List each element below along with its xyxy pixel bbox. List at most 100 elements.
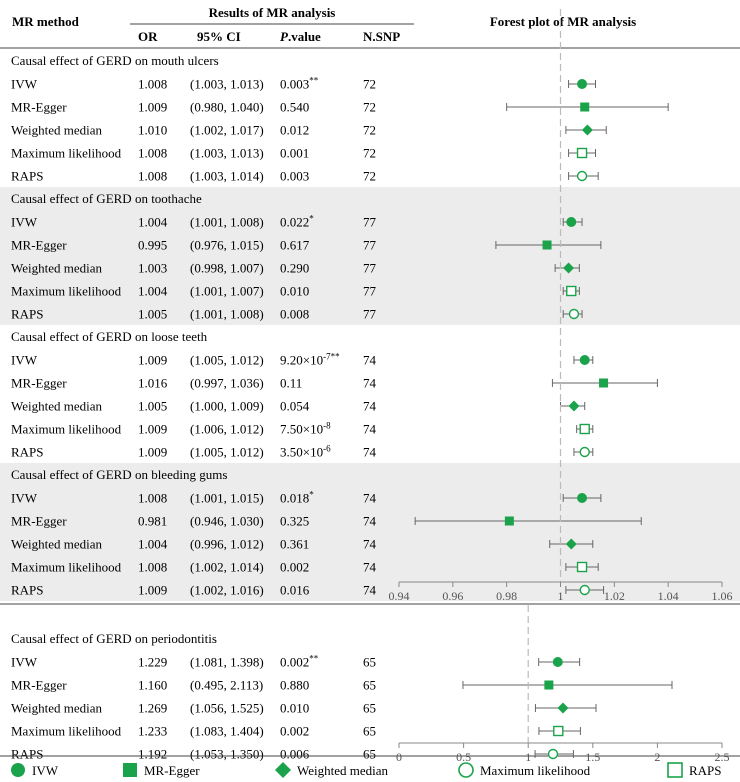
point-estimate-circle-filled [577, 79, 588, 89]
point-estimate-square-filled [599, 378, 609, 388]
cell-nsnp: 74 [363, 422, 377, 437]
group-shade-band [0, 463, 740, 601]
group-title: Causal effect of GERD on bleeding gums [11, 467, 227, 482]
cell-pvalue: 0.012 [280, 123, 309, 138]
pvalue-main: 9.20×10 [280, 353, 323, 368]
cell-nsnp: 65 [363, 724, 376, 739]
point-estimate-circle-filled [577, 493, 588, 503]
cell-or: 1.008 [138, 77, 167, 92]
cell-method: MR-Egger [11, 678, 67, 693]
x-tick-label: 0.5 [456, 750, 471, 764]
cell-pvalue: 0.010 [280, 284, 309, 299]
cell-nsnp: 74 [363, 583, 377, 598]
header-nsnp: N.SNP [363, 29, 400, 44]
cell-pvalue: 0.008 [280, 307, 309, 322]
group-title: Causal effect of GERD on mouth ulcers [11, 53, 219, 68]
cell-or: 1.008 [138, 146, 167, 161]
cell-ci: (1.000, 1.009) [190, 399, 264, 414]
cell-method: MR-Egger [11, 238, 67, 253]
pvalue-superscript: ** [309, 654, 319, 664]
legend-label: IVW [32, 763, 59, 778]
cell-or: 1.016 [138, 376, 168, 391]
cell-ci: (1.006, 1.012) [190, 422, 264, 437]
cell-nsnp: 77 [363, 261, 377, 276]
cell-nsnp: 74 [363, 537, 377, 552]
cell-pvalue: 0.006 [280, 747, 310, 762]
group-shade-band [0, 187, 740, 325]
pvalue-main: 0.002 [280, 560, 309, 575]
cell-ci: (0.495, 2.113) [190, 678, 263, 693]
pvalue-main: 0.054 [280, 399, 310, 414]
cell-ci: (1.083, 1.404) [190, 724, 264, 739]
point-estimate-diamond-filled [565, 538, 577, 550]
cell-nsnp: 65 [363, 678, 376, 693]
legend-marker-square-open [667, 762, 683, 778]
cell-pvalue: 0.11 [280, 376, 302, 391]
x-tick-label: 1.5 [585, 750, 600, 764]
cell-ci: (1.001, 1.007) [190, 284, 264, 299]
cell-or: 1.192 [138, 747, 167, 762]
cell-nsnp: 77 [363, 284, 377, 299]
results-table: Causal effect of GERD on mouth ulcers IVW… [0, 53, 740, 762]
point-estimate-circle-open [579, 446, 590, 458]
x-tick-label: 2 [654, 750, 660, 764]
cell-pvalue: 0.003** [280, 76, 319, 92]
pvalue-main: 0.010 [280, 284, 309, 299]
legend-marker-diamond-filled [275, 762, 291, 778]
cell-or: 1.009 [138, 353, 167, 368]
cell-pvalue: 0.325 [280, 514, 309, 529]
cell-method: Weighted median [11, 123, 103, 138]
cell-method: RAPS [11, 583, 44, 598]
forest-plot-marks: 0.94 0.96 0.98 1 1.02 1.04 1.06 0 0.5 1 1.5 2 2.5 [389, 9, 733, 764]
pvalue-main: 0.003 [280, 169, 309, 184]
cell-method: IVW [11, 353, 38, 368]
point-estimate-square-open [576, 561, 588, 573]
cell-ci: (1.002, 1.016) [190, 583, 264, 598]
cell-pvalue: 0.001 [280, 146, 309, 161]
cell-pvalue: 0.002 [280, 560, 309, 575]
legend-marker-circle-open [458, 762, 474, 778]
point-estimate-square-filled [504, 516, 514, 526]
cell-method: RAPS [11, 307, 44, 322]
cell-method: IVW [11, 491, 38, 506]
cell-nsnp: 72 [363, 169, 376, 184]
cell-method: Maximum likelihood [11, 724, 122, 739]
cell-pvalue: 0.880 [280, 678, 309, 693]
cell-pvalue: 0.002 [280, 724, 309, 739]
cell-or: 1.008 [138, 560, 167, 575]
cell-pvalue: 0.290 [280, 261, 309, 276]
pvalue-main: 0.008 [280, 307, 309, 322]
point-estimate-circle-open [579, 584, 590, 596]
cell-or: 1.233 [138, 724, 167, 739]
cell-method: Weighted median [11, 261, 103, 276]
cell-ci: (0.997, 1.036) [190, 376, 264, 391]
cell-or: 1.005 [138, 399, 167, 414]
cell-method: IVW [11, 655, 38, 670]
point-estimate-circle-filled [566, 217, 577, 227]
cell-pvalue: 0.540 [280, 100, 309, 115]
cell-method: RAPS [11, 747, 44, 762]
header-ci: 95% CI [197, 29, 241, 44]
cell-nsnp: 77 [363, 215, 377, 230]
cell-pvalue: 0.617 [280, 238, 310, 253]
pvalue-superscript: -8 [323, 421, 331, 431]
pvalue-main: 0.361 [280, 537, 309, 552]
cell-or: 1.009 [138, 100, 167, 115]
cell-or: 1.269 [138, 701, 167, 716]
header-method: MR method [12, 14, 80, 29]
x-tick-label: 1.06 [712, 589, 733, 603]
cell-or: 1.010 [138, 123, 167, 138]
point-estimate-diamond-filled [563, 262, 575, 274]
pvalue-main: 7.50×10 [280, 422, 323, 437]
cell-pvalue: 0.003 [280, 169, 309, 184]
pvalue-main: 0.002 [280, 724, 309, 739]
legend-label: Maximum likelihood [480, 763, 591, 778]
cell-or: 1.004 [138, 537, 168, 552]
cell-ci: (1.005, 1.012) [190, 445, 264, 460]
cell-method: MR-Egger [11, 100, 67, 115]
pvalue-main: 0.022 [280, 215, 309, 230]
cell-ci: (0.998, 1.007) [190, 261, 264, 276]
cell-ci: (1.005, 1.012) [190, 353, 264, 368]
cell-nsnp: 77 [363, 307, 377, 322]
cell-or: 1.005 [138, 307, 167, 322]
